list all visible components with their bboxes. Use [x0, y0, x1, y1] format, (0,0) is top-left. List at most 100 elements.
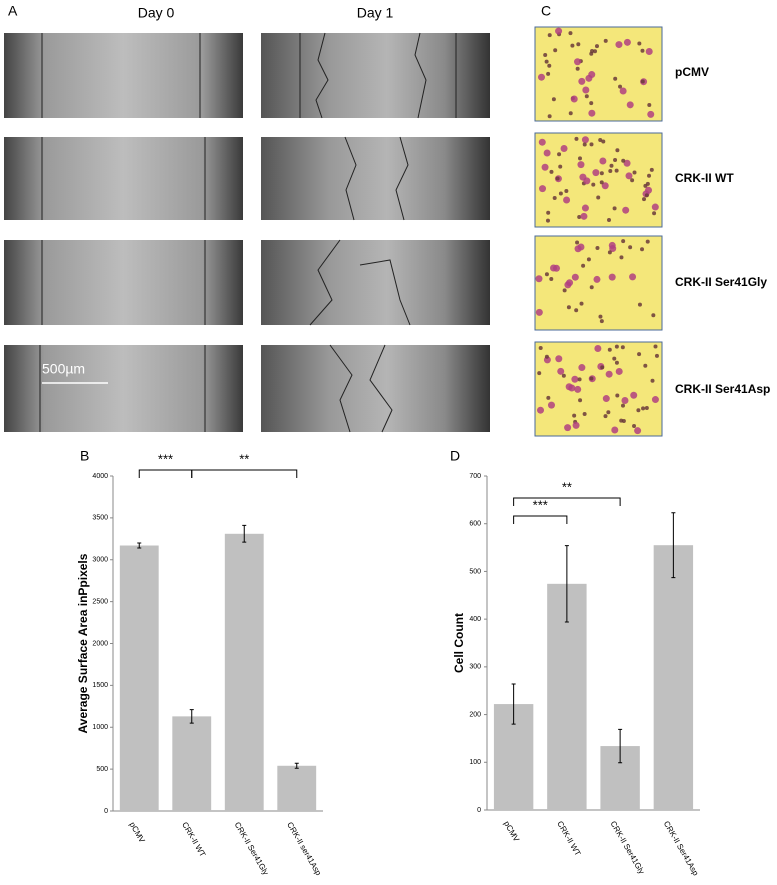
- day-label: Day 1: [357, 5, 394, 21]
- significance-label: ***: [158, 451, 173, 466]
- cell-dot: [596, 195, 601, 200]
- cell-dot: [582, 142, 587, 147]
- cell-dot: [601, 182, 609, 190]
- cell-dot: [599, 171, 604, 176]
- cell-dot: [544, 272, 549, 277]
- cell-dot: [571, 273, 579, 281]
- error-bar: [242, 524, 247, 543]
- cell-dot: [614, 360, 619, 365]
- cell-dot: [564, 189, 569, 194]
- cell-dot: [611, 426, 619, 434]
- cell-dot: [615, 393, 620, 398]
- cell-dot: [555, 176, 560, 181]
- micrograph: [261, 33, 490, 118]
- cell-dot: [586, 257, 591, 262]
- error-bar: [671, 512, 676, 579]
- x-tick-label: CRK-II Ser41Gly: [609, 820, 647, 876]
- x-tick-label: CRK-II WT: [180, 821, 207, 859]
- cell-dot: [615, 41, 623, 49]
- error-bar: [137, 542, 142, 549]
- x-tick-label: CRK-II Ser41Asp: [662, 820, 701, 878]
- cell-dot: [645, 239, 650, 244]
- panel-label: B: [80, 448, 89, 464]
- error-bar: [189, 709, 194, 724]
- sample-label: CRK-II Ser41Gly: [675, 275, 767, 289]
- cell-dot: [561, 373, 566, 378]
- y-axis-title: Cell Count: [452, 613, 466, 673]
- cell-dot: [584, 94, 589, 99]
- cell-dot: [630, 391, 638, 399]
- cell-dot: [543, 53, 548, 58]
- cell-dot: [644, 193, 649, 198]
- cell-dot: [607, 250, 612, 255]
- cell-dot: [553, 48, 558, 53]
- bar: [653, 545, 694, 810]
- cell-dot: [619, 255, 624, 260]
- y-tick-label: 0: [104, 808, 108, 815]
- significance-label: **: [562, 479, 572, 494]
- cell-dot: [570, 95, 578, 103]
- cell-dot: [594, 345, 602, 353]
- cell-dot: [643, 183, 648, 188]
- cell-dot: [620, 345, 625, 350]
- cell-dot: [593, 275, 601, 283]
- transwell-image: [534, 341, 663, 437]
- cell-dot: [641, 406, 646, 411]
- y-tick-label: 2500: [92, 598, 108, 605]
- cell-dot: [621, 239, 626, 244]
- cell-dot: [551, 97, 556, 102]
- cell-dot: [574, 58, 582, 66]
- cell-dot: [634, 427, 642, 435]
- micrograph: [261, 345, 490, 432]
- significance-bracket: [513, 515, 568, 524]
- x-tick-label: pCMV: [128, 821, 147, 845]
- cell-dot: [589, 51, 594, 56]
- cell-dot: [583, 177, 591, 185]
- cell-dot: [599, 157, 607, 165]
- y-tick-label: 0: [477, 807, 481, 814]
- y-tick-label: 100: [469, 759, 481, 766]
- cell-dot: [574, 308, 579, 313]
- cell-dot: [581, 204, 589, 212]
- cell-dot: [562, 288, 567, 293]
- cell-dot: [618, 84, 623, 89]
- cell-dot: [557, 152, 562, 157]
- cell-dot: [607, 217, 612, 222]
- cell-dot: [623, 159, 631, 167]
- cell-dot: [608, 273, 616, 281]
- cell-dot: [592, 169, 600, 177]
- error-bar: [511, 683, 516, 725]
- cell-dot: [572, 421, 580, 429]
- cell-dot: [535, 308, 543, 316]
- wound-images: [4, 26, 663, 437]
- significance-bracket: [513, 497, 621, 506]
- cell-dot: [619, 87, 627, 95]
- micrograph: [4, 33, 243, 118]
- cell-dot: [579, 301, 584, 306]
- cell-dot: [640, 79, 645, 84]
- cell-dot: [594, 44, 599, 49]
- micrograph: [4, 240, 243, 325]
- y-tick-label: 2000: [92, 640, 108, 647]
- x-tick-label: CRK-II Ser41Gly: [233, 821, 271, 877]
- cell-dot: [600, 365, 605, 370]
- cell-dot: [599, 319, 604, 324]
- cell-dot: [589, 376, 594, 381]
- cell-dot: [615, 367, 623, 375]
- sample-label: CRK-II Ser41Asp: [675, 382, 770, 396]
- cell-dot: [545, 218, 550, 223]
- y-tick-label: 4000: [92, 473, 108, 480]
- y-tick-label: 3000: [92, 557, 108, 564]
- cell-dot: [608, 169, 613, 174]
- cell-dot: [629, 273, 637, 281]
- cell-dot: [575, 66, 580, 71]
- cell-dot: [630, 178, 635, 183]
- x-tick-label: CRK-II ser41Asp: [285, 821, 323, 878]
- cell-dot: [589, 101, 594, 106]
- cell-dot: [558, 191, 563, 196]
- cell-dot: [614, 168, 619, 173]
- cell-dot: [566, 279, 574, 287]
- cell-dot: [613, 158, 618, 163]
- cell-dot: [572, 413, 577, 418]
